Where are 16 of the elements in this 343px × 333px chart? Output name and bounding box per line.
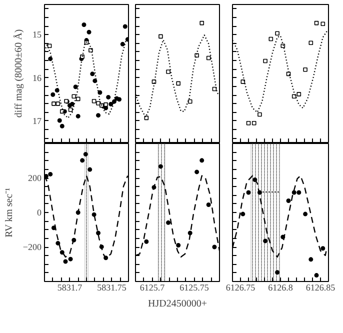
x-tick-label: 5831.75 — [97, 282, 127, 292]
y-tick-label: 15 — [32, 30, 42, 40]
x-tick-label: 6126.85 — [306, 282, 336, 292]
y-tick-label: 16 — [32, 72, 42, 83]
y-tick-label: −200 — [22, 242, 42, 252]
y-tick-label: 0 — [37, 208, 42, 218]
x-axis-title: HJD2450000+ — [148, 298, 208, 310]
x-tick-label: 5831.7 — [57, 282, 83, 292]
y-axis-title: RV km sec⁻¹ — [4, 188, 15, 238]
x-tick-label: 6126.8 — [268, 282, 294, 292]
y-tick-label: 17 — [32, 116, 42, 126]
y-axis-title: diff mag (8000±60 Å) — [12, 29, 24, 118]
x-tick-label: 6126.75 — [226, 282, 256, 292]
x-tick-label: 6125.7 — [140, 282, 166, 292]
y-tick-label: 200 — [28, 173, 42, 183]
x-tick-label: 6125.75 — [180, 282, 210, 292]
